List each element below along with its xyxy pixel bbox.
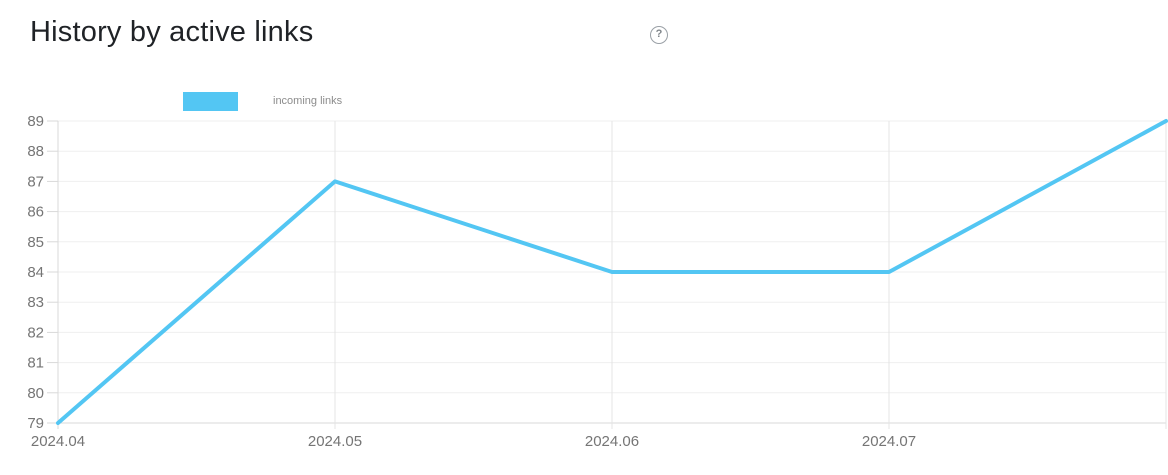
y-tick-label: 79 [27,415,44,432]
series-line-incoming-links [56,119,1168,425]
chart-legend: incoming links [183,91,342,111]
y-tick-label: 83 [27,294,44,311]
y-tick-label: 82 [27,324,44,341]
legend-label: incoming links [273,95,343,107]
y-tick-label: 81 [27,355,44,372]
x-tick-label: 2024.05 [308,433,362,450]
legend-swatch-incoming-links [183,91,238,111]
y-tick-label: 85 [27,234,44,251]
y-tick-label: 89 [27,113,44,130]
y-tick-label: 88 [27,143,44,160]
y-tick-label: 87 [27,173,44,190]
y-tick-label: 86 [27,204,44,221]
x-tick-label: 2024.04 [31,433,85,450]
page-title: History by active links [30,16,314,48]
x-tick-label: 2024.06 [585,433,639,450]
y-tick-label: 80 [27,385,44,402]
x-tick-label: 2024.07 [862,433,916,450]
y-tick-label: 84 [27,264,44,281]
help-icon[interactable]: ? [650,26,668,44]
